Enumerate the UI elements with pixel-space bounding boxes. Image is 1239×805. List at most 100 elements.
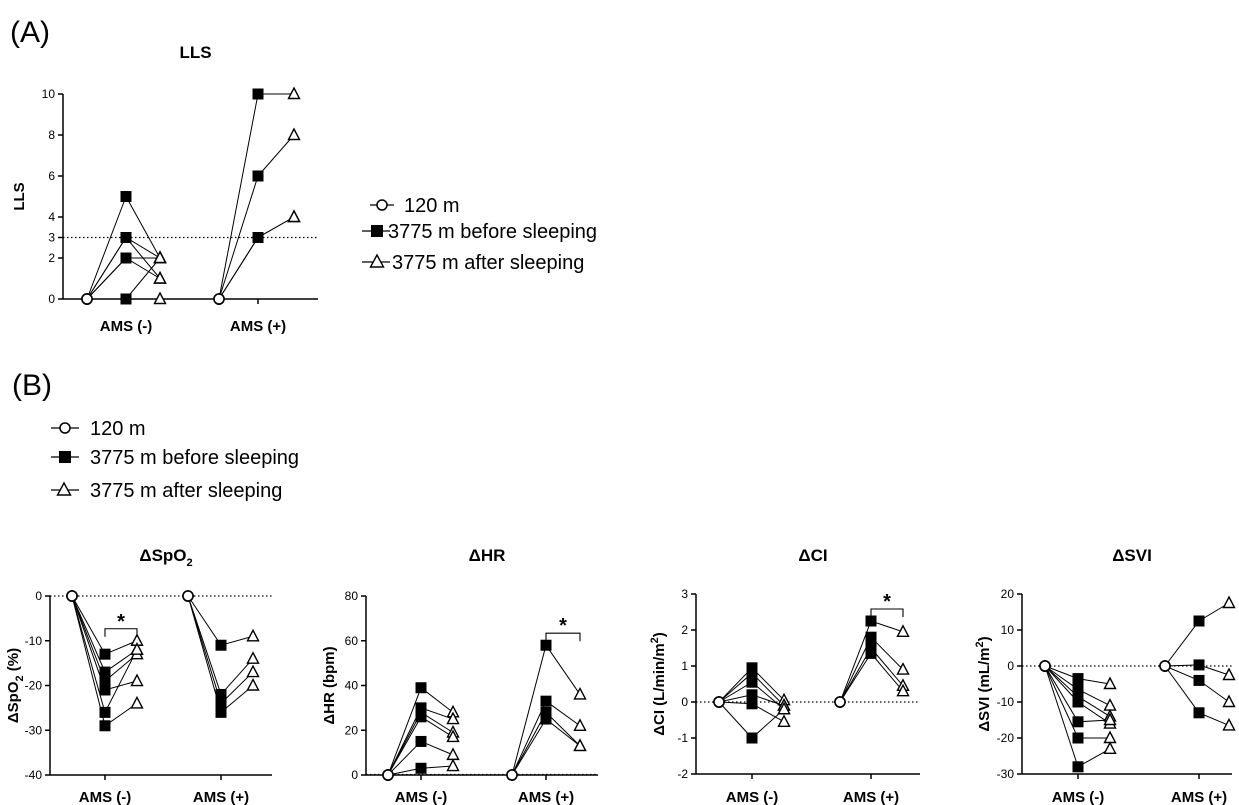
legend-a-label-1: 120 m <box>404 195 460 217</box>
ci-significance-bracket <box>870 608 904 617</box>
spo2-y-axis-label: ΔSpO2 (%) <box>5 648 26 723</box>
svi-y-tick-label: -20 <box>997 731 1015 745</box>
ci-title: ΔCI <box>798 546 827 565</box>
lls-subject-line <box>218 216 295 300</box>
hr-point-filled-square <box>415 682 427 694</box>
svi-point-open-triangle <box>1103 730 1117 744</box>
ci-point-open-circle <box>834 696 846 708</box>
lls-point-filled-square <box>120 191 132 202</box>
ci-category-label: AMS (-) <box>726 789 779 805</box>
svi-category-label: AMS (+) <box>1171 789 1227 805</box>
spo2-point-filled-square <box>99 684 111 696</box>
legend-b-label-2: 3775 m before sleeping <box>90 447 299 469</box>
chart-spo2: ΔSpO2 ΔSpO2 (%) 0 -10 -20 -30 -40 AMS (-) AMS (+… <box>5 546 272 805</box>
legend-b-item-3: 3775 m after sleeping <box>51 480 282 502</box>
ci-point-open-triangle <box>896 662 910 675</box>
lls-point-open-triangle <box>153 291 167 305</box>
lls-point-open-circle <box>81 293 93 305</box>
panel-label-b: (B) <box>12 369 52 402</box>
spo2-category-label: AMS (+) <box>193 789 249 805</box>
hr-point-open-triangle <box>573 686 587 700</box>
hr-point-filled-square <box>415 762 427 774</box>
spo2-point-open-triangle <box>130 642 144 655</box>
lls-point-filled-square <box>252 88 264 100</box>
ci-point-open-triangle <box>777 714 791 727</box>
lls-point-filled-square <box>120 293 132 305</box>
legend-b-item-1: 120 m <box>51 418 146 440</box>
hr-y-tick-label: 0 <box>351 768 358 782</box>
svi-subject-line <box>1164 602 1230 667</box>
svi-point-filled-square <box>1193 674 1205 686</box>
spo2-y-tick-label: -40 <box>25 768 43 782</box>
ci-point-open-triangle <box>777 701 791 715</box>
lls-y-tick-label: 2 <box>48 251 55 265</box>
legend-a-item-3: 3775 m after sleeping <box>362 252 584 274</box>
svi-point-open-triangle <box>1222 694 1236 708</box>
lls-point-open-triangle <box>287 127 301 141</box>
ci-point-filled-square <box>865 615 877 627</box>
spo2-subject-line <box>71 595 138 727</box>
lls-subject-line <box>87 257 161 300</box>
ci-y-axis-label: ΔCI (L/min/m2) <box>649 632 668 736</box>
hr-point-filled-square <box>415 735 427 747</box>
ci-point-open-triangle <box>896 683 910 697</box>
ci-significance-star: * <box>883 591 891 613</box>
lls-y-tick-label: 8 <box>48 128 55 142</box>
spo2-point-filled-square <box>99 666 111 678</box>
svi-y-tick-label: -10 <box>997 695 1015 709</box>
legend-a-label-2: 3775 m before sleeping <box>388 221 597 243</box>
lls-y-axis-label: LLS <box>11 182 28 210</box>
hr-title: ΔHR <box>469 546 506 565</box>
svi-point-open-triangle <box>1103 676 1117 690</box>
hr-category-label: AMS (-) <box>395 789 448 805</box>
hr-subject-line <box>511 718 581 776</box>
panel-label-a: (A) <box>10 16 50 49</box>
svi-title: ΔSVI <box>1112 546 1152 565</box>
legend-a-label-3: 3775 m after sleeping <box>392 252 584 274</box>
svi-point-filled-square <box>1193 659 1205 671</box>
hr-point-open-circle <box>506 769 518 781</box>
lls-subject-line <box>86 257 161 300</box>
ci-point-filled-square <box>865 631 877 643</box>
lls-y-tick-label: 4 <box>48 210 55 224</box>
hr-y-axis-label: ΔHR (bpm) <box>321 646 338 724</box>
lls-subject-line <box>218 216 295 300</box>
lls-point-filled-square <box>120 252 132 264</box>
hr-point-open-triangle <box>573 738 587 752</box>
spo2-point-filled-square <box>99 706 111 718</box>
spo2-significance-star: * <box>117 611 125 633</box>
legend-b: 120 m 3775 m before sleeping 3775 m afte… <box>51 418 299 502</box>
hr-point-filled-square <box>540 713 552 725</box>
spo2-point-filled-square <box>215 688 227 700</box>
hr-point-open-triangle <box>446 758 460 772</box>
svi-point-filled-square <box>1072 732 1084 744</box>
spo2-y-tick-label: 0 <box>35 589 42 603</box>
spo2-significance-bracket <box>104 628 138 637</box>
hr-point-filled-square <box>540 695 552 707</box>
chart-svi: ΔSVI ΔSVI (mL/m2) 20 10 0 -10 -20 -30 AMS (-) AMS… <box>974 546 1236 805</box>
ci-y-tick-label: 0 <box>681 695 688 709</box>
legend-b-label-3: 3775 m after sleeping <box>90 480 282 502</box>
svi-point-open-triangle <box>1222 717 1236 731</box>
lls-y-tick-label: 10 <box>42 87 56 101</box>
svi-point-filled-square <box>1072 761 1084 773</box>
spo2-y-tick-label: -10 <box>25 634 43 648</box>
lls-point-filled-square <box>252 170 264 182</box>
spo2-point-filled-square <box>99 648 111 660</box>
ci-y-tick-label: 1 <box>681 659 688 673</box>
spo2-point-filled-square <box>215 697 227 709</box>
hr-point-open-triangle <box>446 729 460 743</box>
svi-point-open-triangle <box>1103 698 1117 711</box>
hr-y-tick-label: 80 <box>345 589 359 603</box>
lls-point-filled-square <box>120 232 132 243</box>
lls-subject-line <box>86 257 160 300</box>
svi-point-filled-square <box>1072 696 1084 708</box>
legend-b-item-2: 3775 m before sleeping <box>51 447 299 469</box>
hr-point-filled-square <box>415 711 427 723</box>
lls-subject-line <box>86 195 161 300</box>
lls-subject-line <box>218 134 295 300</box>
hr-point-filled-square <box>540 706 552 718</box>
svi-y-tick-label: -30 <box>997 767 1015 781</box>
ci-point-filled-square <box>746 676 758 688</box>
